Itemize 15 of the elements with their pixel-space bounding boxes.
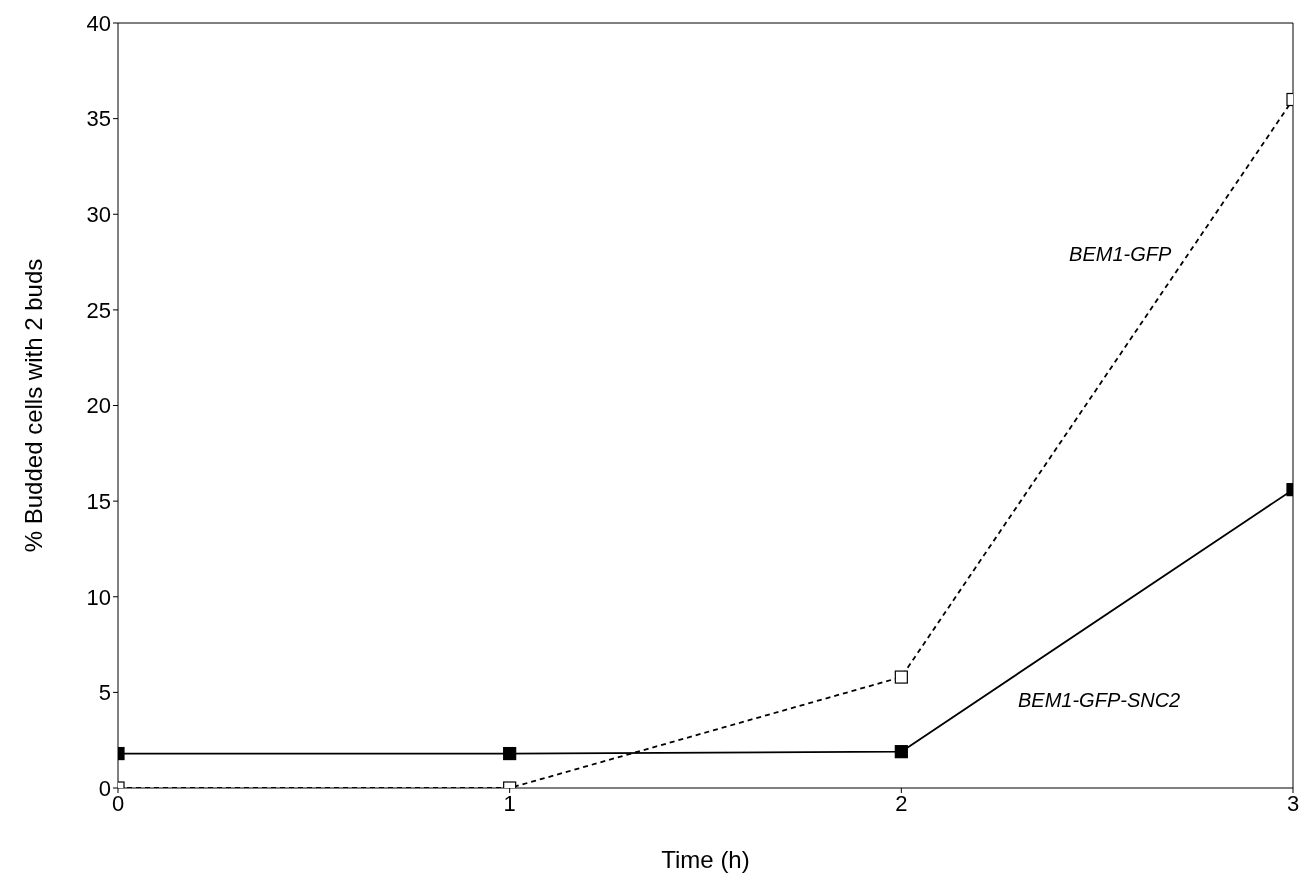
y-tick-label: 10: [86, 584, 111, 610]
x-tick-label: 3: [1286, 790, 1300, 816]
y-tick-label: 15: [86, 488, 111, 514]
y-tick-label: 30: [86, 202, 111, 228]
series-label: BEM1-GFP-SNC2: [1018, 688, 1181, 711]
y-tick-label: 35: [86, 106, 111, 132]
x-axis-title: Time (h): [661, 846, 750, 873]
series-label: BEM1-GFP: [1069, 243, 1172, 266]
y-tick-label: 40: [86, 10, 111, 36]
x-tick-label: 2: [895, 790, 908, 816]
y-tick-label: 5: [98, 680, 111, 706]
x-tick-label: 1: [503, 790, 516, 816]
y-axis-title: % Budded cells with 2 buds: [19, 258, 47, 553]
y-tick-label: 20: [86, 393, 111, 419]
y-tick-label: 25: [86, 297, 111, 323]
